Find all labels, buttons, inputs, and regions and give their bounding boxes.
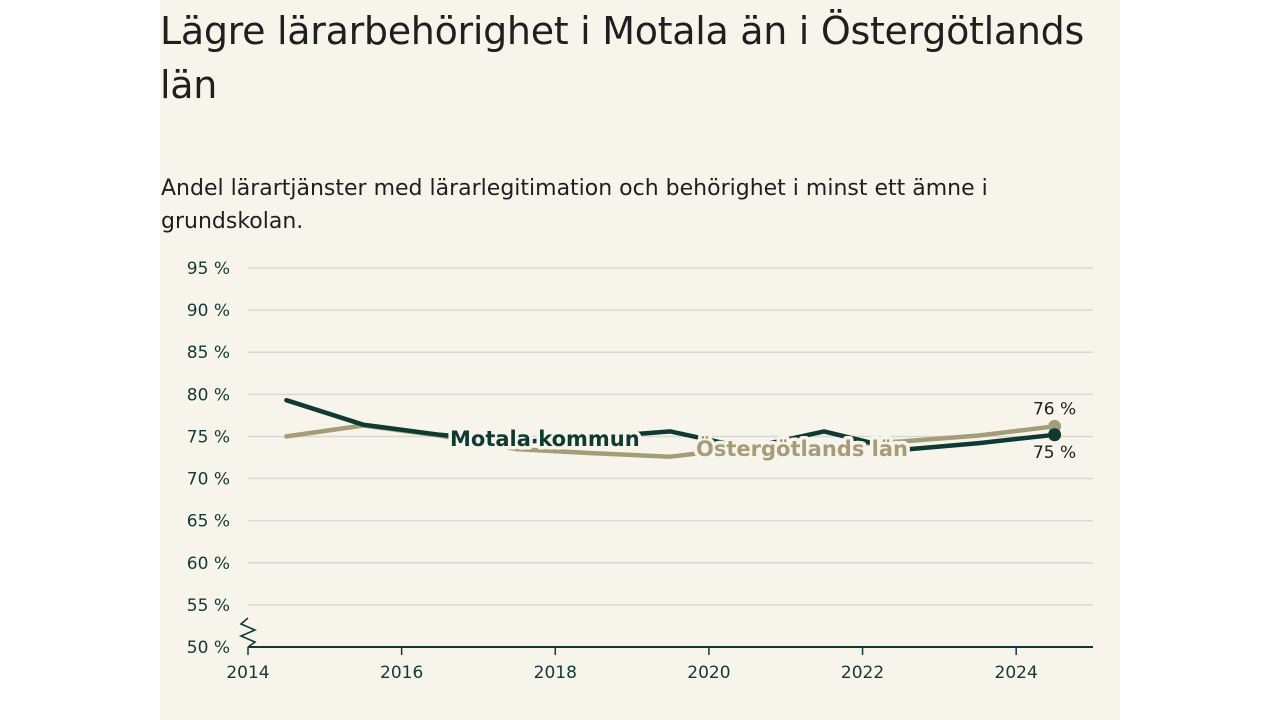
endpoint-marker-motala bbox=[1048, 428, 1062, 442]
chart-background bbox=[160, 0, 1120, 720]
y-tick-label: 80 % bbox=[187, 385, 230, 405]
y-tick-label: 65 % bbox=[187, 512, 230, 532]
x-tick-label: 2022 bbox=[841, 663, 884, 683]
end-label-ostergotland: 76 % bbox=[1033, 399, 1076, 419]
series-label-motala: Motala kommun bbox=[450, 427, 640, 451]
chart-title: Lägre lärarbehörighet i Motala än i Öste… bbox=[160, 9, 1085, 107]
x-tick-label: 2020 bbox=[687, 663, 730, 683]
y-tick-label: 60 % bbox=[187, 554, 230, 574]
x-tick-label: 2014 bbox=[226, 663, 269, 683]
x-tick-label: 2024 bbox=[995, 663, 1038, 683]
series-label-motala-halo: Motala kommun bbox=[450, 427, 640, 451]
y-tick-label: 95 % bbox=[187, 259, 230, 279]
y-tick-label: 70 % bbox=[187, 470, 230, 490]
axis-break-icon bbox=[238, 617, 258, 648]
series-line-motala bbox=[284, 397, 1057, 453]
x-axis-ticks: 2014 2016 2018 2020 2022 2024 bbox=[226, 647, 1038, 683]
end-label-motala: 75 % bbox=[1033, 443, 1076, 463]
y-tick-label: 85 % bbox=[187, 343, 230, 363]
series-label-ostergotland-halo: Östergötlands län bbox=[696, 436, 908, 461]
y-tick-label: 90 % bbox=[187, 301, 230, 321]
y-tick-label: 75 % bbox=[187, 427, 230, 447]
series-label-ostergotland: Östergötlands län bbox=[696, 436, 908, 461]
x-tick-label: 2016 bbox=[380, 663, 423, 683]
y-tick-label: 55 % bbox=[187, 596, 230, 616]
x-tick-label: 2018 bbox=[534, 663, 577, 683]
chart-subtitle: Andel lärartjänster med lärarlegitimatio… bbox=[161, 176, 988, 234]
y-tick-label: 50 % bbox=[187, 638, 230, 658]
series-lines bbox=[284, 397, 1062, 459]
y-axis-ticks: 50 % 55 % 60 % 65 % 70 % 75 % 80 % 85 % 90 % 95 % bbox=[187, 259, 230, 658]
gridlines bbox=[248, 267, 1093, 606]
